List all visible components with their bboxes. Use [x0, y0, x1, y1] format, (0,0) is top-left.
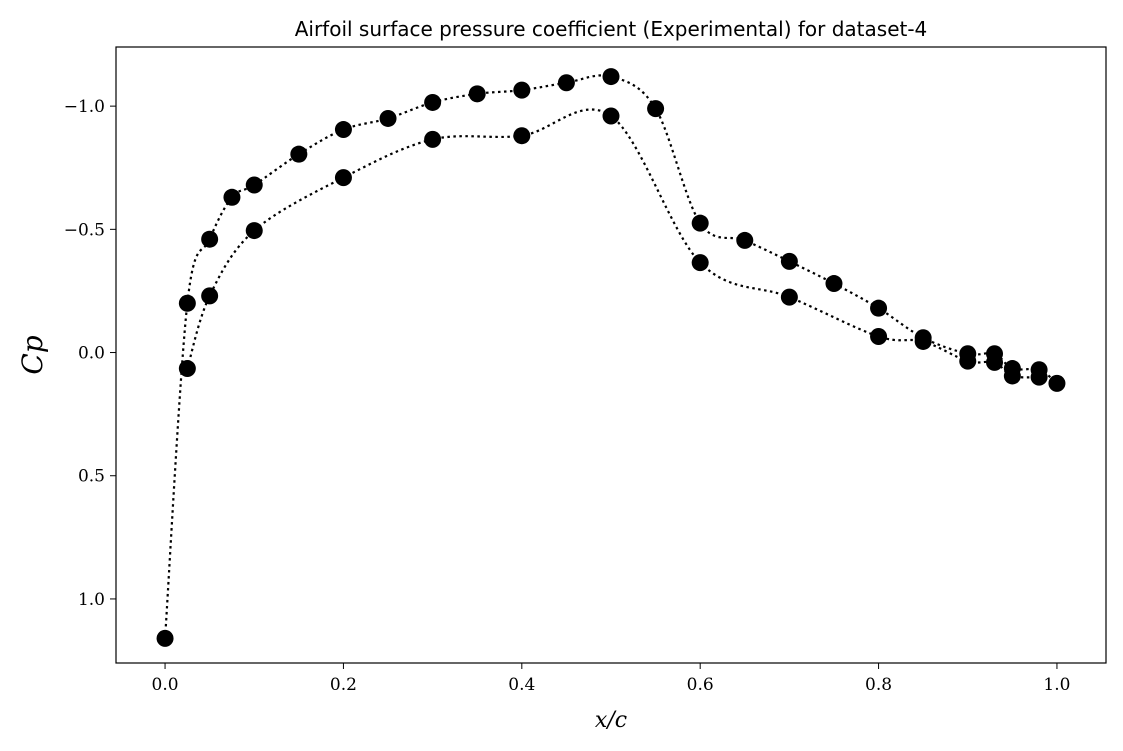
series-1-point: [290, 145, 308, 163]
series-1-point: [1048, 374, 1066, 392]
series-1-point: [468, 85, 486, 103]
series-1-point: [223, 188, 241, 206]
x-tick-label: 0.8: [865, 675, 892, 695]
series-2-point: [780, 288, 798, 306]
series-1-point: [736, 231, 754, 249]
series-1-point: [379, 109, 397, 127]
series-2-point: [691, 254, 709, 272]
series-1-point: [201, 230, 219, 248]
series-1-point: [691, 214, 709, 232]
series-2-line: [186, 108, 1040, 379]
series-1-point: [870, 299, 888, 317]
series-2-point: [201, 287, 219, 305]
series-1-point: [602, 68, 620, 86]
data-markers: [156, 68, 1066, 647]
series-1-point: [825, 275, 843, 293]
series-2-point: [1030, 368, 1048, 386]
series-2-point: [178, 360, 196, 378]
y-tick-label: 0.5: [78, 467, 105, 487]
x-tick-label: 0.2: [330, 675, 357, 695]
series-2-point: [513, 127, 531, 145]
y-tick-label: −0.5: [64, 220, 105, 240]
y-tick-label: 1.0: [78, 590, 105, 610]
x-tick-label: 0.0: [152, 675, 179, 695]
y-tick-label: 0.0: [78, 344, 105, 364]
series-1-line: [163, 74, 1058, 639]
series-1-point: [334, 121, 352, 139]
series-lines: [163, 74, 1058, 639]
y-tick-label: −1.0: [64, 97, 105, 117]
series-2-point: [424, 130, 442, 148]
series-2-point: [245, 222, 263, 240]
series-1-point: [557, 74, 575, 92]
series-2-point: [870, 328, 888, 346]
series-2-point: [1003, 367, 1021, 385]
series-1-point: [513, 81, 531, 99]
series-1-point: [178, 294, 196, 312]
x-tick-label: 1.0: [1043, 675, 1070, 695]
x-axis: 0.0 0.2 0.4 0.6 0.8 1.0: [152, 663, 1070, 695]
x-tick-label: 0.6: [687, 675, 714, 695]
series-1-point: [245, 176, 263, 194]
series-2-point: [334, 169, 352, 187]
plot-frame: [115, 46, 1107, 664]
series-2-point: [602, 107, 620, 125]
x-axis-label: x/c: [595, 708, 627, 733]
y-axis: −1.0 −0.5 0.0 0.5 1.0: [64, 97, 116, 610]
series-2-point: [986, 353, 1004, 371]
series-1-point: [780, 252, 798, 270]
y-axis-label: Cp: [16, 335, 49, 374]
series-1-point: [156, 629, 174, 647]
series-2-point: [914, 332, 932, 350]
series-1-point: [647, 100, 665, 118]
series-2-point: [959, 352, 977, 370]
x-tick-label: 0.4: [508, 675, 535, 695]
chart-title: Airfoil surface pressure coefficient (Ex…: [295, 17, 928, 41]
series-1-point: [424, 93, 442, 111]
